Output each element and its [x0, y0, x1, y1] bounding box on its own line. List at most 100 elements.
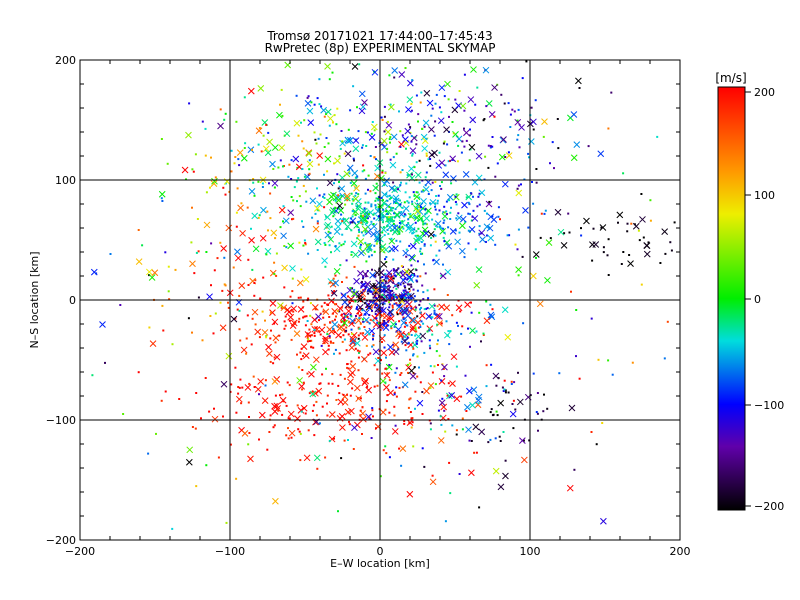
data-point-dot — [440, 181, 443, 184]
data-point-dot — [302, 147, 305, 150]
data-point-dot — [362, 276, 365, 278]
data-point-dot — [297, 296, 300, 299]
data-point-dot — [380, 245, 383, 248]
data-point-dot — [386, 318, 389, 321]
data-point-dot — [247, 284, 250, 286]
data-point-dot — [443, 205, 446, 208]
data-point-dot — [205, 251, 208, 253]
data-point-dot — [444, 430, 447, 433]
data-point-dot — [290, 196, 293, 198]
data-point-dot — [333, 114, 336, 117]
data-point-dot — [335, 399, 338, 401]
data-point-x — [422, 119, 430, 127]
data-point-dot — [397, 284, 400, 287]
data-point-dot — [363, 313, 366, 316]
data-point-dot — [575, 309, 578, 311]
data-point-dot — [377, 205, 380, 208]
data-point-x — [498, 153, 506, 161]
data-point-x — [305, 150, 313, 157]
data-point-dot — [404, 286, 407, 289]
data-point-dot — [224, 193, 227, 196]
data-point-dot — [371, 345, 374, 348]
data-point-dot — [451, 314, 454, 317]
data-point-dot — [386, 213, 389, 215]
data-point-dot — [415, 161, 418, 164]
data-point-dot — [204, 127, 207, 130]
data-point-dot — [415, 191, 418, 194]
data-point-dot — [656, 135, 659, 138]
data-point-dot — [476, 205, 479, 208]
x-tick-label: −200 — [65, 545, 95, 558]
data-point-dot — [369, 318, 372, 321]
data-point-dot — [434, 383, 437, 386]
data-point-dot — [306, 335, 309, 337]
data-point-dot — [399, 373, 402, 376]
data-point-dot — [491, 215, 494, 218]
data-point-dot — [282, 165, 284, 168]
data-point-dot — [419, 381, 422, 384]
data-point-dot — [489, 411, 492, 414]
data-point-dot — [167, 290, 170, 293]
data-point-dot — [442, 221, 445, 224]
data-point-dot — [323, 173, 325, 176]
data-point-x — [381, 191, 388, 198]
data-point-x — [391, 67, 399, 74]
data-point-x — [272, 497, 279, 505]
data-point-x — [557, 228, 565, 236]
data-point-dot — [472, 209, 475, 212]
data-point-dot — [461, 428, 464, 431]
data-point-x — [478, 428, 486, 436]
data-point-dot — [377, 322, 380, 325]
data-point-dot — [626, 222, 629, 225]
data-point-x — [401, 337, 409, 345]
data-point-dot — [413, 366, 416, 369]
data-point-dot — [420, 190, 423, 193]
data-point-x — [521, 456, 528, 464]
data-point-dot — [467, 242, 470, 245]
data-point-dot — [390, 206, 393, 209]
data-point-dot — [549, 162, 551, 165]
data-point-x — [406, 419, 414, 427]
data-point-dot — [190, 241, 193, 244]
data-point-dot — [357, 334, 360, 337]
data-point-dot — [445, 200, 448, 203]
data-point-dot — [386, 372, 389, 375]
data-point-x — [334, 194, 342, 201]
data-point-dot — [315, 142, 318, 145]
data-point-dot — [302, 244, 305, 247]
data-point-dot — [475, 451, 478, 454]
data-point-dot — [334, 206, 337, 209]
data-point-dot — [399, 240, 402, 243]
data-point-dot — [517, 371, 519, 374]
data-point-dot — [326, 394, 329, 397]
data-point-dot — [415, 143, 418, 146]
data-point-dot — [228, 190, 231, 193]
data-point-dot — [377, 208, 380, 211]
data-point-dot — [381, 231, 384, 234]
data-point-dot — [469, 128, 471, 131]
data-point-x — [230, 315, 238, 323]
data-point-dot — [431, 181, 434, 184]
data-point-x — [407, 276, 415, 283]
data-point-dot — [419, 101, 422, 104]
data-point-x — [487, 311, 495, 319]
data-point-dot — [423, 243, 426, 246]
data-point-dot — [306, 96, 309, 99]
data-point-x — [278, 144, 286, 152]
data-point-dot — [532, 128, 535, 131]
data-point-dot — [273, 273, 276, 275]
data-point-x — [372, 348, 380, 356]
data-point-dot — [491, 136, 494, 138]
data-point-dot — [386, 120, 389, 123]
data-point-dot — [389, 141, 391, 144]
data-point-dot — [160, 197, 163, 200]
data-point-dot — [517, 108, 520, 111]
data-point-dot — [346, 363, 349, 365]
data-point-x — [333, 228, 341, 236]
data-point-dot — [443, 240, 446, 243]
data-point-dot — [375, 197, 378, 200]
data-point-x — [459, 222, 466, 230]
data-point-dot — [414, 334, 417, 337]
data-point-dot — [300, 358, 303, 361]
data-point-dot — [488, 316, 491, 319]
